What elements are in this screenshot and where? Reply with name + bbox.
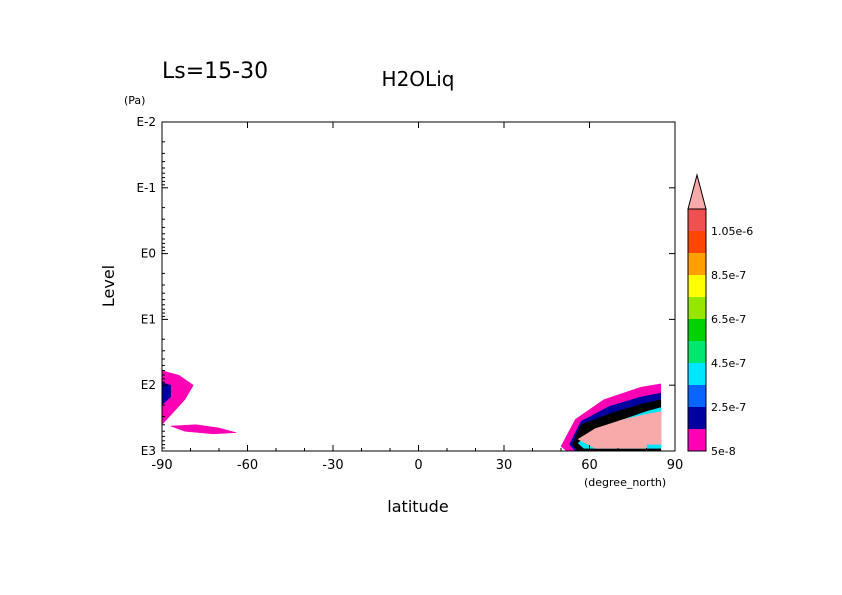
colorbar-swatch <box>688 253 706 275</box>
colorbar-label: 1.05e-6 <box>711 225 753 238</box>
colorbar-over-triangle <box>687 173 707 210</box>
colorbar-swatch <box>688 209 706 231</box>
colorbar-swatch <box>688 363 706 385</box>
x-tick-label: 60 <box>581 458 598 473</box>
y-tick-label: E3 <box>141 444 156 458</box>
colorbar-swatch <box>688 341 706 363</box>
colorbar-swatch <box>688 319 706 341</box>
y-units: (Pa) <box>124 94 145 107</box>
chart-subtitle: Ls=15-30 <box>162 59 268 84</box>
y-tick-label: E2 <box>141 378 156 392</box>
plot-frame <box>161 121 676 452</box>
colorbar-frame <box>687 208 707 452</box>
colorbar-label: 5e-8 <box>711 445 736 458</box>
y-tick-label: E-2 <box>136 115 156 129</box>
y-axis-title: Level <box>99 265 118 307</box>
contour-regions <box>161 370 662 452</box>
contour-region-south-polar-tail <box>170 424 237 435</box>
x-tick-label: -60 <box>237 458 258 473</box>
colorbar-swatch <box>688 297 706 319</box>
x-axis-title: latitude <box>387 497 448 516</box>
y-tick-label: E-1 <box>136 181 156 195</box>
chart-title: H2OLiq <box>382 67 455 91</box>
colorbar-swatch <box>688 429 706 451</box>
colorbar: 5e-8 2.5e-7 4.5e-7 6.5e-7 8.5e-7 1.05e-6 <box>687 173 753 458</box>
colorbar-label: 2.5e-7 <box>711 401 746 414</box>
y-axis-ticks: E-2 E-1 E0 E1 E2 E3 <box>136 115 675 458</box>
x-tick-label: 0 <box>414 458 422 473</box>
colorbar-label: 4.5e-7 <box>711 357 746 370</box>
y-tick-label: E0 <box>141 247 156 261</box>
x-units: (degree_north) <box>584 476 666 489</box>
colorbar-swatch <box>688 275 706 297</box>
contour-region-north-polar-core <box>577 411 662 449</box>
colorbar-swatch <box>688 231 706 253</box>
x-tick-label: -30 <box>322 458 343 473</box>
colorbar-label: 6.5e-7 <box>711 313 746 326</box>
x-tick-label: 30 <box>496 458 513 473</box>
colorbar-label: 8.5e-7 <box>711 269 746 282</box>
x-tick-label: 90 <box>667 458 684 473</box>
colorbar-swatch <box>688 385 706 407</box>
x-tick-label: -90 <box>151 458 172 473</box>
y-tick-label: E1 <box>141 312 156 326</box>
x-axis-ticks: -90 -60 -30 0 30 60 90 <box>151 122 683 473</box>
colorbar-swatch <box>688 407 706 429</box>
